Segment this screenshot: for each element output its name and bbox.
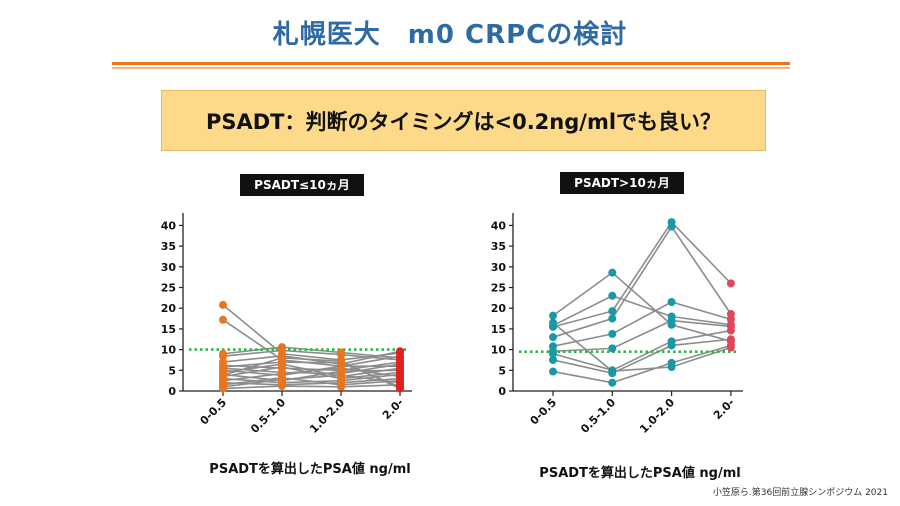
data-point <box>219 352 227 361</box>
y-tick-label: 30 <box>491 261 507 274</box>
data-point <box>608 378 617 387</box>
y-tick-label: 10 <box>491 344 507 357</box>
y-tick-label: 25 <box>161 282 176 295</box>
series-line <box>552 294 732 327</box>
data-point <box>337 371 345 380</box>
x-tick-label: 0.5-1.0 <box>578 396 618 436</box>
right-x-axis-caption: PSADTを算出したPSA値 ng/ml <box>539 466 741 481</box>
question-banner-text: PSADT：判断のタイミングは<0.2ng/mlでも良い？ <box>205 109 722 134</box>
y-tick-label: 35 <box>491 240 506 253</box>
data-point <box>549 333 557 342</box>
y-tick-label: 25 <box>491 282 506 295</box>
x-tick-label: 1.0-2.0 <box>307 396 347 436</box>
data-point <box>726 343 735 352</box>
data-point <box>667 298 676 306</box>
data-point <box>726 326 735 335</box>
data-point <box>396 347 404 356</box>
y-tick-label: 5 <box>498 364 506 377</box>
y-tick-label: 15 <box>491 323 506 336</box>
page-title: 札幌医大 m0 CRPCの検討 <box>272 20 628 50</box>
citation: 小笠原ら.第36回前立腺シンポジウム 2021 <box>712 488 888 498</box>
data-point <box>608 367 617 376</box>
y-tick-label: 35 <box>161 240 176 253</box>
data-point <box>608 329 617 338</box>
right-panel-label: PSADT>10ヵ月 <box>560 172 684 194</box>
data-point <box>219 300 227 309</box>
data-point <box>608 344 617 353</box>
data-point <box>337 382 345 391</box>
data-point <box>667 222 676 231</box>
left-x-axis-caption: PSADTを算出したPSA値 ng/ml <box>209 462 411 477</box>
x-tick-label: 2.0- <box>711 396 737 422</box>
data-point <box>278 382 286 391</box>
data-point <box>667 362 676 371</box>
y-tick-label: 40 <box>161 219 177 232</box>
data-point <box>608 268 617 277</box>
series-line <box>222 367 401 382</box>
data-point <box>219 371 227 380</box>
y-tick-label: 30 <box>161 261 177 274</box>
data-point <box>278 375 286 384</box>
series-line <box>222 357 401 390</box>
data-point <box>667 316 676 325</box>
series-line <box>552 301 732 348</box>
data-point <box>667 341 676 350</box>
series-line <box>222 374 401 388</box>
question-banner: PSADT：判断のタイミングは<0.2ng/mlでも良い？ <box>161 90 766 151</box>
series-line <box>552 271 732 343</box>
series-line <box>552 319 731 353</box>
x-tick-label: 2.0- <box>380 396 406 422</box>
data-point <box>219 315 227 324</box>
series-line <box>222 304 401 361</box>
y-tick-label: 40 <box>491 219 507 232</box>
y-tick-label: 15 <box>161 323 176 336</box>
x-tick-label: 1.0-2.0 <box>637 396 677 436</box>
x-tick-label: 0-0.5 <box>198 396 230 428</box>
data-point <box>726 315 735 324</box>
right-chart: 0 5 10 15 20 25 30 35 40 0-0.5 0.5-1.0 1.0-2.0 2.0- <box>491 213 743 436</box>
series-line <box>552 220 732 328</box>
data-point <box>396 384 404 393</box>
data-point <box>608 314 617 323</box>
data-point <box>549 318 557 327</box>
left-panel-label: PSADT≤10ヵ月 <box>240 174 364 196</box>
series-line <box>552 344 732 384</box>
data-point <box>549 367 557 376</box>
data-point <box>219 362 227 371</box>
data-point <box>219 384 227 393</box>
y-tick-label: 0 <box>168 385 176 398</box>
y-tick-label: 5 <box>168 364 176 377</box>
title-underline-secondary <box>112 67 790 69</box>
data-point <box>608 307 617 316</box>
series-line <box>552 322 732 372</box>
data-point <box>337 357 345 366</box>
data-point <box>337 350 345 359</box>
y-tick-label: 20 <box>161 302 177 315</box>
y-tick-label: 0 <box>498 385 506 398</box>
data-point <box>549 355 557 364</box>
series-line <box>222 376 401 386</box>
data-point <box>549 349 557 358</box>
data-point <box>726 279 735 288</box>
y-tick-label: 10 <box>161 344 177 357</box>
series-line <box>552 329 732 372</box>
series-line <box>222 383 401 390</box>
left-chart: 0 5 10 15 20 25 30 35 40 0-0.5 0.5-1.0 1.0-2.0 2.0- <box>161 213 412 436</box>
data-point <box>549 311 557 320</box>
x-tick-label: 0.5-1.0 <box>248 396 288 436</box>
series-line <box>552 338 731 375</box>
data-point <box>278 353 286 362</box>
series-line <box>552 225 732 338</box>
x-tick-label: 0-0.5 <box>528 396 560 428</box>
y-tick-label: 20 <box>491 302 507 315</box>
title-underline <box>112 62 790 65</box>
data-point <box>608 291 617 300</box>
data-point <box>726 335 735 344</box>
